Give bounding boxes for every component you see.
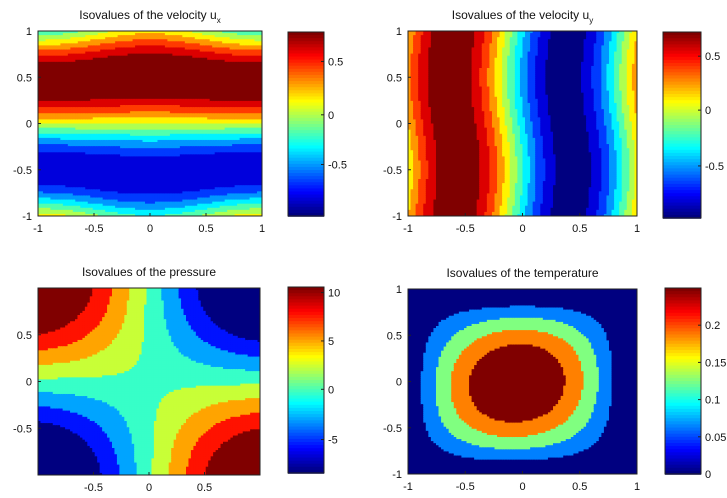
panel-pressure: Isovalues of the pressure -0.5 0 0.5 0.5 0 -0.… — [13, 265, 340, 494]
y-tick-label: 0 — [396, 119, 402, 131]
y-tick-label: 0.5 — [17, 330, 32, 342]
x-tick-label: -0.5 — [85, 223, 104, 235]
y-tick-label: 0 — [396, 377, 402, 389]
colorbar: 0.5 0 -0.5 — [662, 31, 724, 219]
y-tick-label: 0 — [26, 377, 32, 389]
y-tick-label: 0.5 — [17, 72, 32, 84]
colorbar-tick-label: 10 — [328, 288, 340, 300]
colorbar-tick-label: 0 — [705, 469, 711, 481]
y-tick-label: 0 — [26, 119, 32, 131]
y-tick-label: -0.5 — [13, 165, 32, 177]
contour-fill — [408, 31, 637, 216]
panel-title: Isovalues of the pressure — [82, 265, 216, 279]
y-tick-label: -1 — [392, 469, 402, 481]
y-tick-label: 0.5 — [387, 330, 402, 342]
y-tick-label: -0.5 — [13, 423, 32, 435]
colorbar-tick-label: -0.5 — [328, 159, 347, 171]
x-tick-label: 0 — [147, 223, 153, 235]
x-tick-label: 0.5 — [572, 481, 587, 493]
x-tick-label: 1 — [634, 223, 640, 235]
colorbar: 0.2 0.15 0.1 0.05 0 — [664, 287, 726, 481]
x-tick-label: 0.5 — [197, 482, 212, 494]
x-tick-label: 1 — [634, 481, 640, 493]
colorbar-tick-label: -5 — [328, 435, 338, 447]
colorbar-tick-label: 0.2 — [705, 320, 720, 332]
contour-fill — [38, 31, 262, 216]
x-tick-label: 0 — [519, 223, 525, 235]
y-tick-label: -1 — [392, 211, 402, 223]
panel-temperature: Isovalues of the temperature -1 -0.5 0 0.5 1 1… — [383, 266, 726, 493]
colorbar-tick-label: 0.5 — [328, 56, 343, 68]
x-tick-label: -0.5 — [456, 223, 475, 235]
x-tick-label: -0.5 — [84, 482, 103, 494]
colorbar-tick-label: 0.05 — [705, 432, 726, 444]
colorbar-tick-label: 0.5 — [705, 51, 720, 63]
x-tick-label: 0 — [519, 481, 525, 493]
colorbar-tick-label: 0.15 — [705, 357, 726, 369]
panel-velocity_ux: Isovalues of the velocity ux -1 -0.5 0 0.5 1 1… — [13, 8, 347, 235]
colorbar: 0.5 0 -0.5 — [287, 31, 347, 217]
x-tick-label: 0 — [146, 482, 152, 494]
y-tick-label: 1 — [26, 26, 32, 38]
x-tick-label: 1 — [259, 223, 265, 235]
colorbar-tick-label: 0 — [328, 110, 334, 122]
panel-velocity_uy: Isovalues of the velocity uy -1 -0.5 0 0.5 1 1… — [383, 8, 724, 235]
colorbar-tick-label: 0 — [328, 384, 334, 396]
y-tick-label: 1 — [396, 284, 402, 296]
panel-title: Isovalues of the velocity uy — [452, 8, 593, 25]
x-tick-label: 0.5 — [572, 223, 587, 235]
colorbar-tick-label: -0.5 — [705, 161, 724, 173]
x-tick-label: -1 — [403, 481, 413, 493]
y-tick-label: 1 — [396, 26, 402, 38]
contour-fill — [408, 289, 637, 474]
y-tick-label: -0.5 — [383, 165, 402, 177]
title-subscript: y — [589, 16, 593, 25]
panel-title: Isovalues of the velocity ux — [79, 8, 220, 25]
x-tick-label: 0.5 — [198, 223, 213, 235]
x-tick-label: -1 — [33, 223, 43, 235]
x-tick-label: -0.5 — [456, 481, 475, 493]
panel-title: Isovalues of the temperature — [446, 266, 598, 280]
y-tick-label: -1 — [22, 211, 32, 223]
colorbar-tick-label: 0.1 — [705, 395, 720, 407]
y-tick-label: -0.5 — [383, 423, 402, 435]
contour-fill — [38, 288, 260, 475]
y-tick-label: 0.5 — [387, 72, 402, 84]
colorbar-tick-label: 0 — [705, 105, 711, 117]
title-subscript: x — [217, 16, 221, 25]
x-tick-label: -1 — [403, 223, 413, 235]
colorbar-tick-label: 5 — [328, 336, 334, 348]
colorbar: 10 5 0 -5 — [287, 286, 340, 474]
